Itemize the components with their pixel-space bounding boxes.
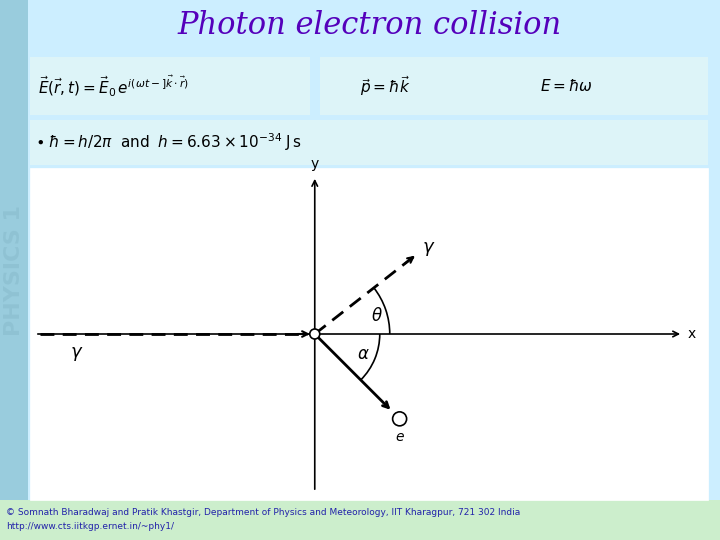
Text: x: x (688, 327, 696, 341)
Text: $E = \hbar\omega$: $E = \hbar\omega$ (540, 78, 593, 94)
Text: $\vec{E}(\vec{r},t) = \vec{E}_0\, e^{i(\omega t - ]\vec{k}\cdot\vec{r})}$: $\vec{E}(\vec{r},t) = \vec{E}_0\, e^{i(\… (38, 73, 189, 98)
Text: $\gamma$: $\gamma$ (70, 345, 84, 363)
Text: $\alpha$: $\alpha$ (357, 345, 370, 363)
Bar (30, 168, 708, 500)
Text: $\bullet\; \hbar = h/2\pi\;$ and $\;h = 6.63 \times 10^{-34}\; \mathrm{J\,s}$: $\bullet\; \hbar = h/2\pi\;$ and $\;h = … (35, 132, 302, 153)
Text: http://www.cts.iitkgp.ernet.in/~phy1/: http://www.cts.iitkgp.ernet.in/~phy1/ (6, 522, 174, 531)
Text: e: e (395, 430, 404, 444)
Text: Photon electron collision: Photon electron collision (178, 10, 562, 41)
Text: y: y (310, 157, 319, 171)
Circle shape (392, 412, 407, 426)
Text: PHYSICS 1: PHYSICS 1 (4, 205, 24, 335)
Bar (0, 500, 720, 540)
Text: $\theta$: $\theta$ (371, 307, 383, 325)
Text: $\gamma$: $\gamma$ (422, 240, 436, 258)
Bar (320, 57, 708, 115)
Text: $\vec{p} = \hbar\vec{k}$: $\vec{p} = \hbar\vec{k}$ (360, 74, 410, 98)
Bar (30, 120, 708, 165)
Bar (0, 0, 28, 540)
Circle shape (310, 329, 320, 339)
Text: © Somnath Bharadwaj and Pratik Khastgir, Department of Physics and Meteorology, : © Somnath Bharadwaj and Pratik Khastgir,… (6, 508, 521, 517)
Bar (30, 57, 310, 115)
